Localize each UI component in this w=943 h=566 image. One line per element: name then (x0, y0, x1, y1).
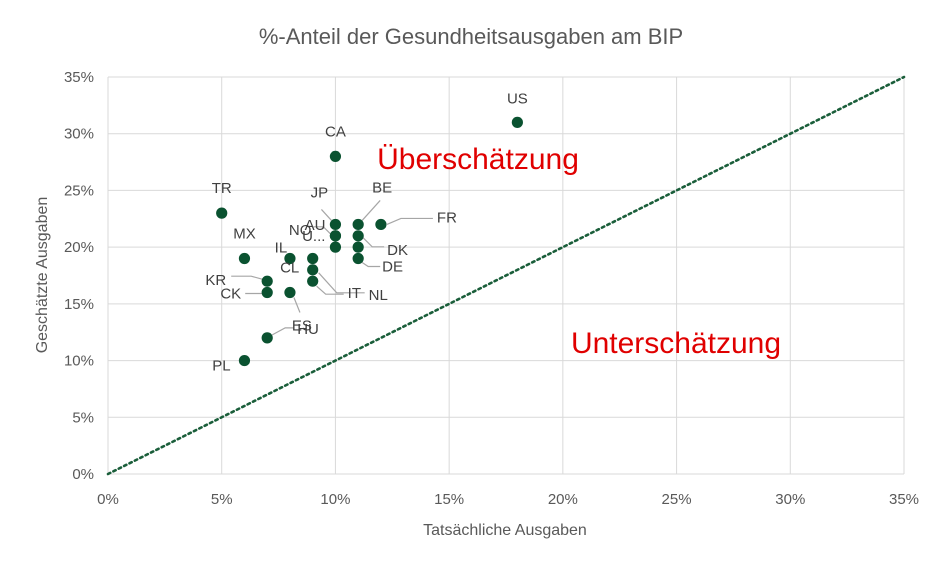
point-label: DK (387, 242, 408, 259)
leader-line (361, 261, 381, 268)
point-label: IT (348, 285, 361, 302)
leader-line (316, 285, 344, 295)
point-label: KR (205, 272, 226, 289)
data-point (307, 252, 319, 265)
point-label: PL (212, 358, 230, 375)
data-point (261, 286, 273, 299)
data-point (284, 252, 296, 265)
point-label: JP (311, 184, 329, 201)
data-point (511, 116, 523, 128)
point-label: IL (275, 239, 288, 256)
leader-line (293, 297, 301, 313)
underestimation-label: Unterschätzung (571, 327, 781, 360)
data-point (329, 230, 342, 242)
point-label: NO (289, 222, 312, 239)
point-label: AU (305, 217, 326, 234)
data-point (352, 241, 364, 253)
x-tick-label: 5% (211, 491, 233, 508)
data-point (216, 207, 228, 219)
y-tick-label: 5% (72, 409, 94, 426)
data-point (329, 150, 342, 162)
point-label: FR (437, 209, 457, 226)
y-axis-title: Geschätzte Ausgaben (34, 197, 51, 354)
data-point (352, 230, 364, 242)
point-label: CK (220, 286, 241, 303)
data-point (375, 218, 387, 231)
leader-line (386, 217, 433, 226)
data-point (329, 218, 342, 231)
x-tick-label: 25% (662, 491, 692, 508)
leader-line (362, 237, 385, 248)
leader-line (271, 327, 295, 336)
x-tick-label: 35% (889, 491, 919, 508)
x-tick-label: 15% (434, 491, 464, 508)
point-label: CL (280, 259, 299, 276)
region-annotations: Überschätzung Unterschätzung (377, 143, 781, 360)
y-tick-label: 10% (64, 353, 94, 370)
data-point (261, 332, 273, 344)
data-point (329, 241, 342, 253)
x-tick-label: 20% (548, 491, 578, 508)
overestimation-label: Überschätzung (377, 143, 579, 176)
diagonal-line (106, 75, 906, 476)
data-point (307, 264, 319, 276)
data-point (284, 286, 296, 299)
data-points (216, 116, 523, 367)
data-point (307, 275, 319, 287)
x-axis-title: Tatsächliche Ausgaben (423, 522, 587, 539)
diagonal-layer (106, 75, 906, 476)
leader-line (361, 200, 381, 221)
y-tick-label: 25% (64, 182, 94, 199)
y-tick-label: 0% (72, 466, 94, 483)
data-point (238, 252, 251, 265)
point-label: BE (372, 179, 392, 196)
point-label: US (507, 90, 528, 107)
y-tick-label: 35% (64, 69, 94, 86)
point-label: CA (325, 123, 346, 140)
leader-line (313, 226, 331, 235)
data-point (352, 218, 364, 231)
point-label: NL (369, 287, 388, 304)
x-tick-label: 30% (775, 491, 805, 508)
data-point (352, 252, 364, 265)
point-label: MX (233, 225, 256, 242)
leader-lines (231, 200, 433, 336)
point-label: DE (382, 258, 403, 275)
leader-line (318, 272, 365, 294)
y-tick-label: 15% (64, 296, 94, 313)
x-tick-label: 0% (97, 491, 119, 508)
point-label: ES (292, 318, 312, 335)
point-label: TR (212, 180, 232, 197)
y-tick-label: 30% (64, 126, 94, 143)
leader-line (231, 275, 263, 280)
point-label: U... (302, 228, 325, 245)
leader-line (320, 209, 332, 221)
data-point (261, 275, 273, 287)
x-tick-label: 10% (320, 491, 350, 508)
axes: 0% 5% 10% 15% 20% 25% 30% 35% 0% 5% 10% 15% 20% 25% 30… (64, 69, 919, 508)
chart-title: %-Anteil der Gesundheitsausgaben am BIP (259, 24, 683, 49)
data-point (238, 354, 251, 367)
point-label: HU (297, 321, 319, 338)
y-tick-label: 20% (64, 239, 94, 256)
